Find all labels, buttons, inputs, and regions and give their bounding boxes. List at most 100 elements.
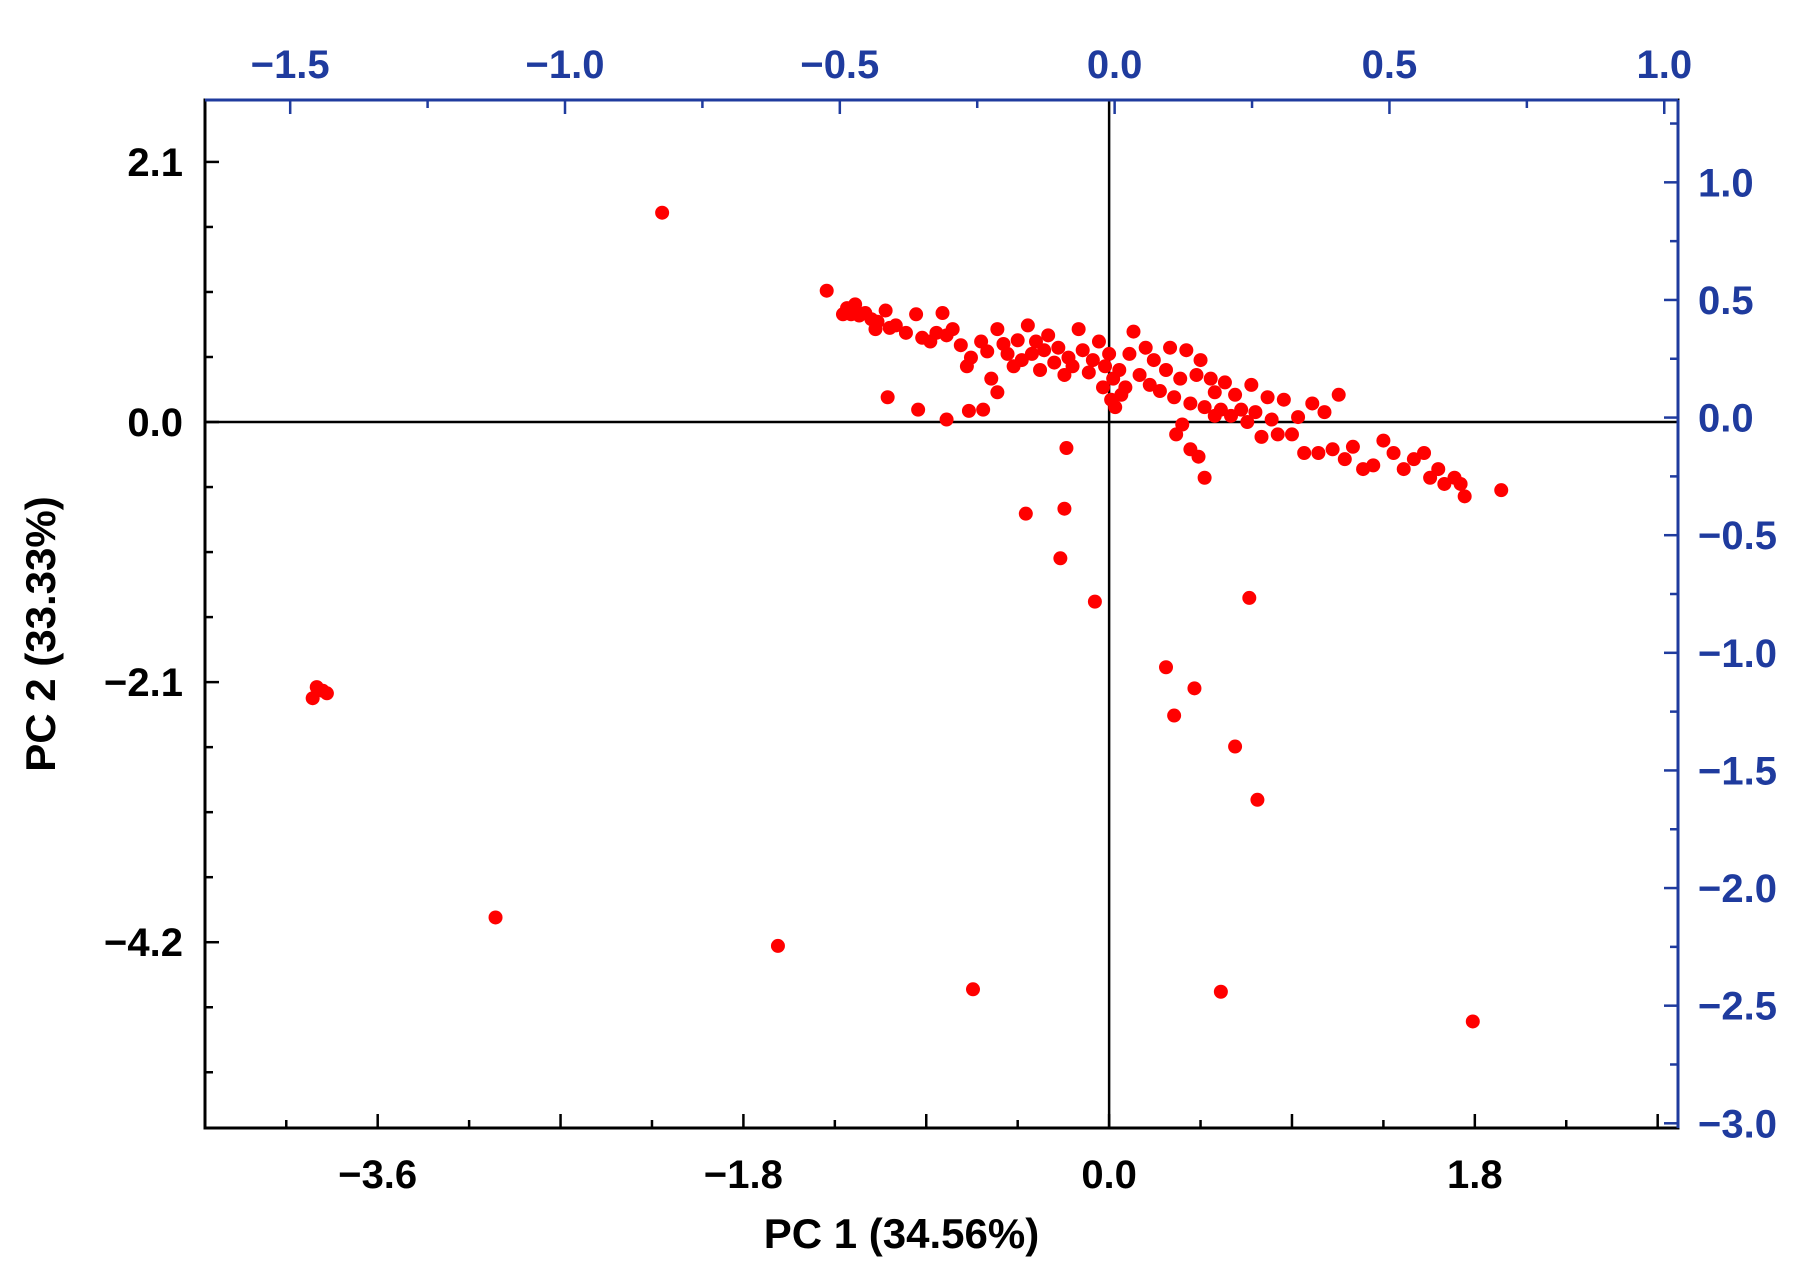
top-tick-label: −1.5 <box>251 43 330 87</box>
data-point <box>1163 340 1178 355</box>
data-point <box>1366 458 1381 473</box>
data-point <box>488 910 503 925</box>
data-point <box>1098 359 1113 374</box>
data-point <box>1284 427 1299 442</box>
data-point <box>976 402 991 417</box>
data-point <box>1457 489 1472 504</box>
data-point <box>655 205 670 220</box>
data-point <box>1014 353 1029 368</box>
x-axis-bottom: −3.6 −1.8 0.0 1.8 <box>285 1114 1659 1197</box>
data-point <box>990 322 1005 337</box>
data-point <box>819 283 834 298</box>
data-point <box>1207 385 1222 400</box>
data-point <box>1417 445 1432 460</box>
top-tick-label: 0.5 <box>1362 43 1418 87</box>
data-point <box>1071 322 1086 337</box>
data-point <box>1024 346 1039 361</box>
data-point <box>1047 355 1062 370</box>
data-point <box>1167 708 1182 723</box>
data-point <box>1132 367 1147 382</box>
data-point <box>911 402 926 417</box>
right-tick-label: −1.0 <box>1698 632 1777 676</box>
data-point <box>848 297 863 312</box>
data-point <box>1138 340 1153 355</box>
data-point <box>1224 408 1239 423</box>
data-point <box>1057 501 1072 516</box>
data-point <box>1000 346 1015 361</box>
data-point <box>1331 387 1346 402</box>
data-point <box>305 691 320 706</box>
right-tick-label: −0.5 <box>1698 514 1777 558</box>
data-point <box>1325 442 1340 457</box>
plot-frame <box>203 98 1680 1130</box>
data-point <box>1305 396 1320 411</box>
data-point <box>990 385 1005 400</box>
right-tick-label: −2.5 <box>1698 985 1777 1029</box>
data-point <box>1228 387 1243 402</box>
data-point <box>1264 412 1279 427</box>
y-axis-right: 1.0 0.5 0.0 −0.5 −1.0 −1.5 −2.0 −2.5 −3.0 <box>1664 100 1777 1146</box>
y-tick-label: 2.1 <box>127 141 183 185</box>
data-point <box>1437 476 1452 491</box>
data-point <box>1183 396 1198 411</box>
data-point <box>1096 380 1111 395</box>
right-tick-label: 0.0 <box>1698 397 1754 441</box>
data-point <box>1248 405 1263 420</box>
top-tick-label: −1.0 <box>526 43 605 87</box>
data-point <box>963 350 978 365</box>
data-point <box>1270 427 1285 442</box>
data-point <box>1159 363 1174 378</box>
data-point <box>1217 375 1232 390</box>
data-point <box>1297 445 1312 460</box>
data-point <box>1175 417 1190 432</box>
data-point <box>1396 462 1411 477</box>
data-point <box>1240 415 1255 430</box>
data-point <box>1244 377 1259 392</box>
data-point <box>1173 371 1188 386</box>
data-point <box>1051 340 1066 355</box>
data-point <box>1010 333 1025 348</box>
data-point <box>1453 476 1468 491</box>
data-point <box>1053 551 1068 566</box>
data-point <box>1197 470 1212 485</box>
top-tick-label: 1.0 <box>1636 43 1692 87</box>
data-point <box>868 322 883 337</box>
data-point <box>319 686 334 701</box>
data-point <box>1203 371 1218 386</box>
data-point <box>1242 590 1257 605</box>
data-point <box>1317 405 1332 420</box>
right-tick-label: −3.0 <box>1698 1102 1777 1146</box>
data-point <box>1075 343 1090 358</box>
data-point <box>898 325 913 340</box>
data-point <box>1250 792 1265 807</box>
data-point <box>1122 346 1137 361</box>
data-point <box>1191 449 1206 464</box>
data-point <box>1376 433 1391 448</box>
data-point <box>1193 353 1208 368</box>
data-point <box>1189 367 1204 382</box>
data-point <box>939 412 954 427</box>
y-axis-left: 2.1 0.0 −2.1 −4.2 <box>104 141 219 1074</box>
data-point <box>1260 390 1275 405</box>
y-tick-label: 0.0 <box>127 401 183 445</box>
data-point <box>1126 324 1141 339</box>
x-tick-label: 1.8 <box>1447 1153 1503 1197</box>
data-point <box>1159 660 1174 675</box>
x-tick-label: −3.6 <box>338 1153 417 1197</box>
y-axis-title: PC 2 (33.33%) <box>17 496 64 771</box>
data-point <box>1494 483 1509 498</box>
data-point <box>1018 506 1033 521</box>
data-point <box>1065 359 1080 374</box>
data-point <box>1345 439 1360 454</box>
data-point <box>1311 445 1326 460</box>
data-point <box>1187 681 1202 696</box>
data-point <box>1291 410 1306 425</box>
data-point <box>770 938 785 953</box>
data-point <box>961 403 976 418</box>
data-point <box>1108 400 1123 415</box>
data-point <box>1112 363 1127 378</box>
data-point <box>1142 377 1157 392</box>
data-point <box>1037 343 1052 358</box>
data-point <box>935 306 950 321</box>
